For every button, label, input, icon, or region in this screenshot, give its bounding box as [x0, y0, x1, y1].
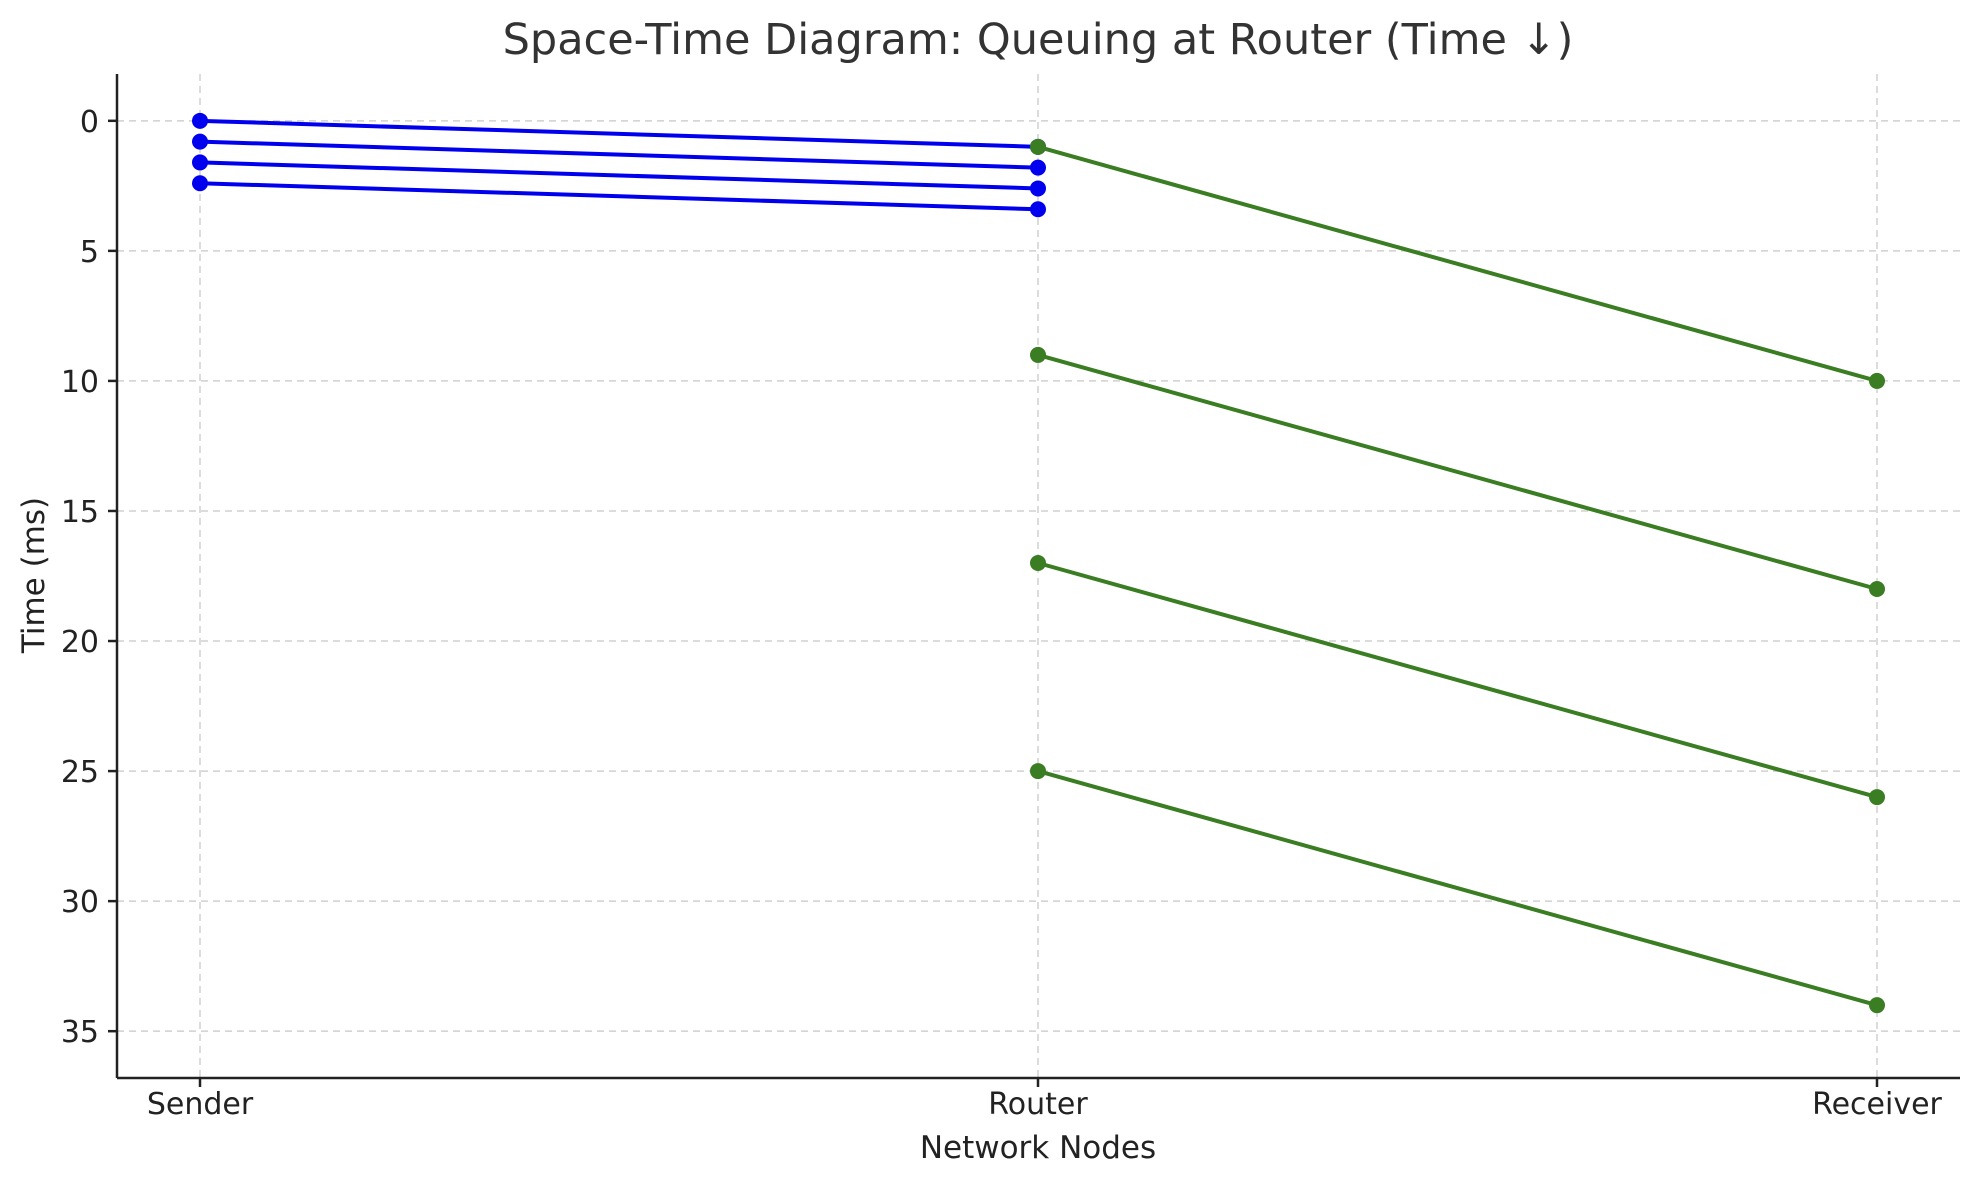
data-point [1030, 763, 1046, 780]
data-point [1030, 346, 1046, 363]
x-tick-label: Router [988, 1087, 1088, 1122]
y-tick-label: 10 [61, 365, 99, 400]
data-point [192, 133, 208, 150]
series-line [1037, 144, 1878, 383]
axes [108, 74, 1960, 1087]
data-point [192, 175, 208, 192]
y-tick-label: 0 [80, 105, 99, 140]
y-tick-label: 5 [80, 235, 99, 270]
x-tick-label: Receiver [1812, 1087, 1942, 1122]
series [192, 112, 1885, 1014]
grid [117, 74, 1960, 1078]
y-tick-label: 25 [61, 755, 99, 790]
data-point [1030, 554, 1046, 571]
tick-labels: 0 5 10 15 20 25 30 35 Sender Router Receiver [61, 105, 1943, 1122]
series-line [1037, 352, 1878, 591]
data-point [1030, 159, 1046, 176]
x-axis-label: Network Nodes [920, 1130, 1156, 1166]
series-line [199, 181, 1039, 212]
y-axis-label: Time (ms) [16, 497, 52, 654]
series-line [1037, 561, 1878, 800]
data-point [1869, 789, 1885, 806]
x-tick-label: Sender [147, 1087, 254, 1122]
series-line [199, 160, 1039, 191]
data-point [1869, 372, 1885, 389]
data-point [192, 154, 208, 171]
chart-title: Space-Time Diagram: Queuing at Router (T… [503, 15, 1574, 65]
series-line [199, 118, 1039, 149]
y-tick-label: 30 [61, 885, 99, 920]
data-point [192, 112, 208, 129]
y-tick-label: 20 [61, 625, 99, 660]
y-tick-label: 35 [61, 1015, 99, 1050]
data-point [1030, 138, 1046, 155]
data-point [1869, 581, 1885, 598]
series-line [1037, 769, 1878, 1008]
data-point [1869, 997, 1885, 1014]
series-line [199, 139, 1039, 170]
data-point [1030, 180, 1046, 197]
data-point [1030, 201, 1046, 218]
y-tick-label: 15 [61, 495, 99, 530]
